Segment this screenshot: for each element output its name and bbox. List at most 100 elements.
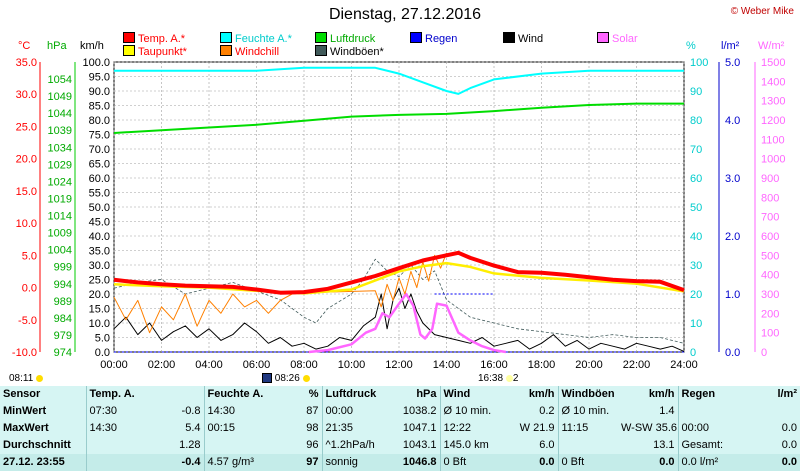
- legend-gusts: Windböen*: [315, 45, 384, 58]
- series-line-wind: [113, 287, 685, 352]
- kmh-tick-label: 95.0: [89, 72, 110, 84]
- legend-rain: Regen: [410, 32, 457, 45]
- unit-solar: W/m²: [758, 40, 785, 52]
- rain-tick-label: 4.0: [725, 115, 740, 127]
- cell: Gesamt:: [677, 437, 738, 454]
- header-temp-unit: [140, 386, 204, 403]
- solar-tick-label: 1200: [761, 115, 785, 127]
- rain-tick-label: 0.0: [725, 347, 740, 359]
- header-pressure-unit: hPa: [416, 388, 437, 400]
- hpa-tick-label: 1039: [48, 125, 72, 137]
- kmh-tick-label: 70.0: [89, 144, 110, 156]
- x-tick-label: 18:00: [528, 359, 556, 371]
- cell: 1038.2: [402, 405, 437, 417]
- hpa-tick-label: 1054: [48, 74, 72, 86]
- pct-tick-label: 40: [690, 231, 702, 243]
- cell: 97: [268, 454, 322, 471]
- cell: 4.57 g/m³: [203, 454, 268, 471]
- legend-label-wind: Wind: [518, 33, 544, 45]
- header-sensor: Sensor: [3, 388, 41, 400]
- series-line-windchill: [113, 252, 447, 334]
- cell: 21:35: [321, 420, 384, 437]
- x-tick-label: 10:00: [338, 359, 366, 371]
- moon-icon: [262, 373, 272, 384]
- cell: 0.2: [539, 405, 555, 417]
- cell: 12:22: [439, 420, 502, 437]
- temp-tick-label: 35.0: [16, 57, 37, 69]
- kmh-tick-label: 60.0: [89, 173, 110, 185]
- pct-tick-label: 0: [690, 347, 696, 359]
- cell: 6.0: [539, 439, 555, 451]
- solar-tick-label: 400: [761, 270, 779, 282]
- unit-kmh: km/h: [80, 40, 104, 52]
- hpa-tick-label: 1049: [48, 91, 72, 103]
- solar-tick-label: 1500: [761, 57, 785, 69]
- sun-icon: [36, 374, 44, 382]
- legend-swatch-dewpoint: [123, 45, 135, 56]
- rain-tick-label: 5.0: [725, 57, 740, 69]
- hpa-tick-label: 1034: [48, 142, 72, 154]
- stats-row-min: MinWert 07:30 -0.8 14:30 87 00:00 1038.2…: [0, 403, 800, 420]
- legend-wind: Wind: [503, 32, 543, 45]
- series-line-solar: [308, 292, 507, 354]
- legend-swatch-rain: [410, 32, 422, 43]
- cell: W-SW 35.6: [621, 422, 678, 434]
- legend-solar: Solar: [597, 32, 638, 45]
- kmh-tick-label: 25.0: [89, 275, 110, 287]
- cell: ^1.2hPa/h: [321, 437, 384, 454]
- sunset-marker: 16:38 2: [478, 373, 518, 384]
- temp-tick-label: -10.0: [12, 347, 37, 359]
- legend-swatch-humidity: [220, 32, 232, 43]
- temp-tick-label: 30.0: [16, 89, 37, 101]
- kmh-tick-label: 50.0: [89, 202, 110, 214]
- solar-tick-label: 1100: [761, 134, 785, 146]
- kmh-tick-label: 80.0: [89, 115, 110, 127]
- cell: 1047.1: [402, 422, 437, 434]
- hpa-tick-label: 979: [54, 330, 72, 342]
- sunrise-marker: 08:11: [9, 373, 44, 384]
- rain-tick-label: 3.0: [725, 173, 740, 185]
- header-humidity-unit: %: [308, 388, 319, 400]
- unit-pct: %: [686, 40, 696, 52]
- kmh-tick-label: 55.0: [89, 188, 110, 200]
- cell: 14:30: [85, 420, 140, 437]
- moon-phase: 2: [512, 373, 519, 384]
- cell: [557, 437, 618, 454]
- solar-tick-label: 0: [761, 347, 767, 359]
- hpa-tick-label: 1044: [48, 108, 72, 120]
- cell: [677, 403, 738, 420]
- cell: 145.0 km: [439, 437, 502, 454]
- stats-header-row: Sensor Temp. A. Feuchte A. % Luftdruck h…: [0, 386, 800, 403]
- cell: 0.0: [618, 454, 678, 471]
- cell: 0.0: [781, 439, 797, 451]
- cell: 0 Bft: [439, 454, 502, 471]
- kmh-tick-label: 45.0: [89, 217, 110, 229]
- solar-tick-label: 800: [761, 192, 779, 204]
- series-line-temp-a: [113, 250, 685, 295]
- temp-tick-label: -5.0: [18, 315, 37, 327]
- pct-tick-label: 80: [690, 115, 702, 127]
- row-label: Durchschnitt: [3, 439, 71, 451]
- hpa-tick-label: 1014: [48, 211, 72, 223]
- x-tick-label: 06:00: [243, 359, 271, 371]
- solar-tick-label: 500: [761, 250, 779, 262]
- cell: [85, 437, 140, 454]
- x-tick-label: 24:00: [670, 359, 698, 371]
- legend-label-pressure: Luftdruck: [330, 33, 376, 45]
- x-tick-label: 14:00: [433, 359, 461, 371]
- pct-tick-label: 10: [690, 318, 702, 330]
- cell: 00:00: [321, 403, 384, 420]
- temp-tick-label: 10.0: [16, 218, 37, 230]
- x-tick-label: 04:00: [195, 359, 223, 371]
- series-line-feuchte-a: [114, 66, 684, 95]
- cell: 13.1: [653, 439, 675, 451]
- pct-tick-label: 30: [690, 260, 702, 272]
- cell: 00:00: [677, 420, 738, 437]
- pct-tick-label: 50: [690, 202, 702, 214]
- kmh-tick-label: 30.0: [89, 260, 110, 272]
- cell: 00:15: [203, 420, 268, 437]
- cell: 96: [306, 439, 319, 451]
- kmh-tick-label: 100.0: [82, 57, 110, 69]
- temp-tick-label: 0.0: [22, 283, 37, 295]
- hpa-tick-label: 1029: [48, 159, 72, 171]
